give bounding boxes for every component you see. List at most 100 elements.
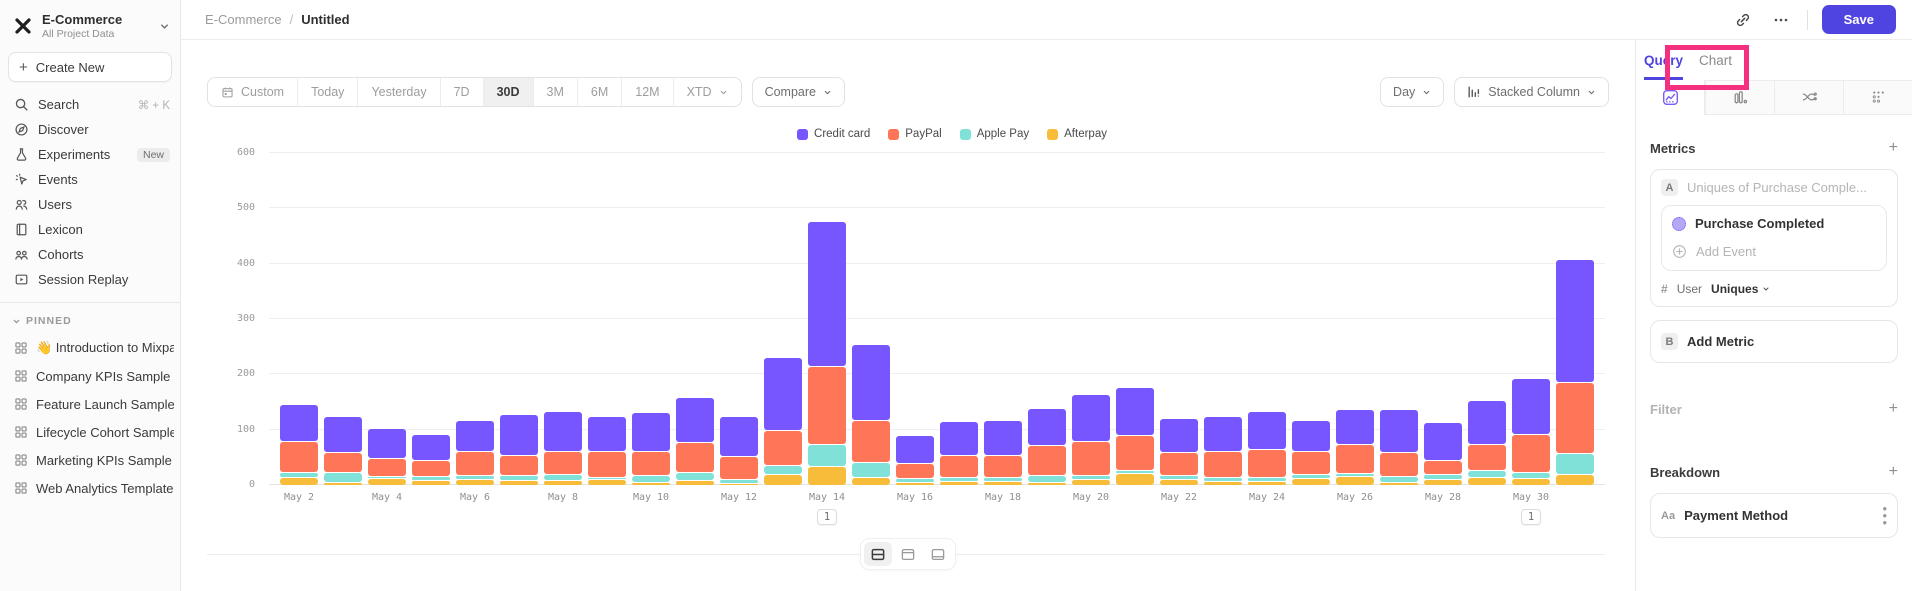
bar-segment-afterpay[interactable] xyxy=(1556,474,1594,485)
event-row[interactable]: Purchase Completed xyxy=(1672,216,1876,231)
bar-segment-paypal[interactable] xyxy=(500,455,538,476)
bar-may-17[interactable] xyxy=(937,422,981,485)
bar-segment-apple-pay[interactable] xyxy=(720,480,758,483)
layout-top-button[interactable] xyxy=(894,542,922,566)
bar-segment-apple-pay[interactable] xyxy=(1380,476,1418,483)
share-link-button[interactable] xyxy=(1731,8,1755,32)
bar-segment-afterpay[interactable] xyxy=(412,481,450,485)
bar-segment-afterpay[interactable] xyxy=(896,483,934,485)
bar-segment-apple-pay[interactable] xyxy=(588,477,626,479)
bar-may-16[interactable] xyxy=(893,436,937,485)
bar-segment-credit-card[interactable] xyxy=(1160,418,1198,452)
bar-segment-credit-card[interactable] xyxy=(456,420,494,451)
bar-segment-credit-card[interactable] xyxy=(1204,416,1242,451)
tab-query[interactable]: Query xyxy=(1644,53,1684,80)
bar-segment-afterpay[interactable] xyxy=(1468,478,1506,485)
bar-segment-afterpay[interactable] xyxy=(500,481,538,485)
bar-segment-afterpay[interactable] xyxy=(324,482,362,485)
aggregation-dropdown[interactable]: Uniques xyxy=(1711,282,1770,296)
legend-item-credit-card[interactable]: Credit card xyxy=(797,128,870,140)
sidebar-item-events[interactable]: Events xyxy=(0,167,180,192)
bar-segment-apple-pay[interactable] xyxy=(940,477,978,482)
pinned-section-toggle[interactable]: PINNED xyxy=(0,311,180,333)
granularity-dropdown[interactable]: Day xyxy=(1380,77,1445,107)
bar-segment-credit-card[interactable] xyxy=(412,435,450,461)
add-metric-b-card[interactable]: B Add Metric xyxy=(1650,320,1898,363)
pinned-board-item[interactable]: Company KPIs Sample Templat xyxy=(0,362,180,390)
bar-may-6[interactable] xyxy=(453,420,497,485)
tab-chart[interactable]: Chart xyxy=(1699,53,1733,68)
bar-segment-afterpay[interactable] xyxy=(588,479,626,485)
bar-segment-credit-card[interactable] xyxy=(368,429,406,459)
legend-item-paypal[interactable]: PayPal xyxy=(888,128,942,140)
metric-name-placeholder[interactable]: Uniques of Purchase Comple... xyxy=(1687,180,1867,195)
bar-segment-paypal[interactable] xyxy=(588,451,626,477)
bar-segment-credit-card[interactable] xyxy=(544,412,582,451)
bar-may-20[interactable] xyxy=(1069,394,1113,485)
add-metric-plus-icon[interactable]: + xyxy=(1888,139,1898,156)
bar-may-5[interactable] xyxy=(409,435,453,485)
legend-item-afterpay[interactable]: Afterpay xyxy=(1047,128,1107,140)
bar-segment-afterpay[interactable] xyxy=(1336,477,1374,485)
bar-segment-credit-card[interactable] xyxy=(984,420,1022,455)
bar-segment-credit-card[interactable] xyxy=(1424,423,1462,461)
bar-may-25[interactable] xyxy=(1289,420,1333,485)
bar-segment-afterpay[interactable] xyxy=(984,481,1022,485)
date-range-6m[interactable]: 6M xyxy=(576,78,621,106)
bar-segment-credit-card[interactable] xyxy=(1248,412,1286,449)
annotation-badge[interactable]: 1 xyxy=(1520,509,1542,525)
bar-segment-apple-pay[interactable] xyxy=(852,462,890,478)
bar-segment-paypal[interactable] xyxy=(1116,436,1154,470)
bar-segment-afterpay[interactable] xyxy=(1072,480,1110,485)
bar-may-2[interactable] xyxy=(277,405,321,485)
bar-segment-paypal[interactable] xyxy=(940,455,978,477)
bar-segment-credit-card[interactable] xyxy=(764,357,802,430)
bar-segment-credit-card[interactable] xyxy=(1380,410,1418,452)
bar-segment-afterpay[interactable] xyxy=(280,477,318,485)
compare-button[interactable]: Compare xyxy=(751,77,845,107)
bar-segment-apple-pay[interactable] xyxy=(368,477,406,479)
bar-segment-paypal[interactable] xyxy=(280,441,318,473)
pinned-board-item[interactable]: 👋 Introduction to Mixpanel Bo xyxy=(0,333,180,362)
bar-segment-apple-pay[interactable] xyxy=(412,477,450,481)
bar-may-23[interactable] xyxy=(1201,416,1245,485)
bar-segment-afterpay[interactable] xyxy=(368,479,406,485)
bar-may-11[interactable] xyxy=(673,397,717,485)
bar-may-8[interactable] xyxy=(541,412,585,485)
bar-may-7[interactable] xyxy=(497,415,541,485)
bar-segment-paypal[interactable] xyxy=(412,461,450,477)
create-new-button[interactable]: + Create New xyxy=(8,52,172,82)
bar-segment-paypal[interactable] xyxy=(1204,451,1242,478)
bar-segment-afterpay[interactable] xyxy=(808,466,846,485)
bar-segment-apple-pay[interactable] xyxy=(676,473,714,481)
bar-segment-credit-card[interactable] xyxy=(632,413,670,451)
bar-segment-afterpay[interactable] xyxy=(940,482,978,485)
pinned-board-item[interactable]: Web Analytics Template xyxy=(0,474,180,502)
bar-segment-afterpay[interactable] xyxy=(852,478,890,485)
bar-segment-apple-pay[interactable] xyxy=(1468,471,1506,478)
date-range-custom[interactable]: Custom xyxy=(208,78,297,106)
bar-segment-apple-pay[interactable] xyxy=(1424,474,1462,480)
bar-segment-credit-card[interactable] xyxy=(1556,259,1594,382)
legend-item-apple-pay[interactable]: Apple Pay xyxy=(959,128,1029,140)
pinned-board-item[interactable]: Lifecycle Cohort Sample Temp xyxy=(0,418,180,446)
bar-segment-paypal[interactable] xyxy=(544,451,582,474)
bar-segment-apple-pay[interactable] xyxy=(1512,473,1550,478)
pinned-board-item[interactable]: Marketing KPIs Sample Templat xyxy=(0,446,180,474)
bar-may-26[interactable] xyxy=(1333,410,1377,485)
bar-segment-apple-pay[interactable] xyxy=(808,444,846,466)
sidebar-item-users[interactable]: Users xyxy=(0,192,180,217)
bar-may-13[interactable] xyxy=(761,357,805,485)
bar-segment-paypal[interactable] xyxy=(808,367,846,444)
bar-segment-credit-card[interactable] xyxy=(676,397,714,442)
bar-segment-paypal[interactable] xyxy=(676,442,714,473)
bar-may-19[interactable] xyxy=(1025,408,1069,485)
sidebar-item-search[interactable]: Search ⌘ + K xyxy=(0,92,180,117)
bar-segment-afterpay[interactable] xyxy=(720,483,758,485)
retention-tab[interactable] xyxy=(1843,80,1912,115)
add-event-row[interactable]: Add Event xyxy=(1672,244,1876,259)
bar-segment-apple-pay[interactable] xyxy=(1028,476,1066,482)
bar-segment-credit-card[interactable] xyxy=(720,417,758,457)
bar-segment-credit-card[interactable] xyxy=(896,436,934,463)
bar-may-22[interactable] xyxy=(1157,418,1201,485)
